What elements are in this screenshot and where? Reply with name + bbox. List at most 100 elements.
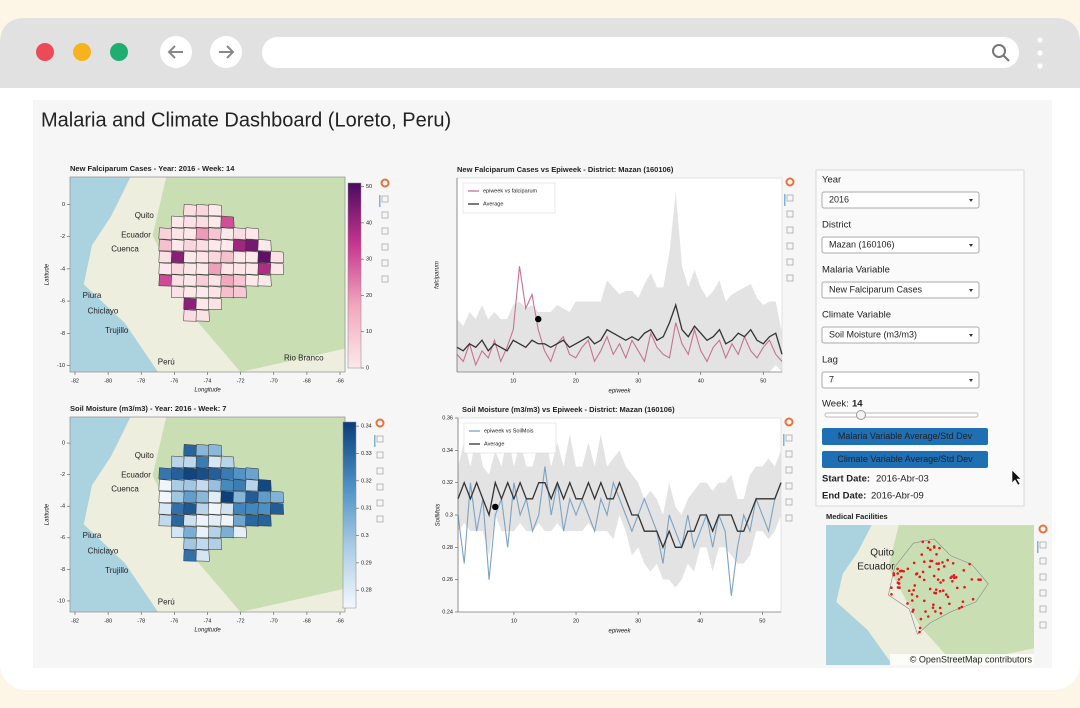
district <box>269 502 284 515</box>
x-tick-label: 50 <box>760 378 766 384</box>
facility-point <box>932 574 936 578</box>
menu-dot[interactable] <box>1037 63 1043 69</box>
toolbar-tool[interactable] <box>381 275 389 283</box>
toolbar-tool[interactable] <box>786 194 794 202</box>
district <box>170 285 185 299</box>
toolbar-tool[interactable] <box>376 515 384 523</box>
series-line <box>457 480 782 550</box>
date-value: 2016-Abr-03 <box>876 474 929 485</box>
toolbar-tool[interactable] <box>1039 589 1047 597</box>
window-minimize[interactable] <box>73 43 91 61</box>
select[interactable] <box>821 326 980 344</box>
button[interactable] <box>822 428 988 445</box>
toolbar-tool[interactable] <box>1039 605 1047 613</box>
facility-point <box>918 626 922 630</box>
toolbar-tool[interactable] <box>1039 621 1047 629</box>
toolbar-tool[interactable] <box>785 498 793 506</box>
toolbar-tool[interactable] <box>381 259 389 267</box>
select[interactable] <box>821 236 980 254</box>
facility-point <box>938 589 942 593</box>
colorbar-tick-label: 10 <box>366 329 372 335</box>
toolbar-logo[interactable] <box>784 417 794 427</box>
toolbar-tool[interactable] <box>786 226 794 234</box>
toolbar-logo[interactable] <box>785 177 795 187</box>
facility-point <box>890 592 893 596</box>
facility-point <box>915 572 919 575</box>
toolbar-tool[interactable] <box>1039 557 1047 565</box>
toolbar-tool[interactable] <box>786 274 794 282</box>
window-close[interactable] <box>36 43 54 61</box>
toolbar-tool[interactable] <box>376 499 384 507</box>
slider-handle[interactable] <box>856 410 866 420</box>
y-tick-label: -8 <box>60 567 65 573</box>
district <box>232 250 247 264</box>
button-label: Malaria Variable Average/Std Dev <box>838 431 973 441</box>
facility-point <box>912 608 915 612</box>
toolbar-tool[interactable] <box>381 243 389 251</box>
legend-label: Average <box>484 441 504 447</box>
x-tick-label: -68 <box>303 618 311 624</box>
toolbar-tool[interactable] <box>376 435 384 443</box>
toolbar-tool[interactable] <box>381 211 389 219</box>
district <box>220 479 235 492</box>
district <box>208 514 223 527</box>
district <box>208 250 223 264</box>
toolbar-tool[interactable] <box>376 483 384 491</box>
toolbar-logo[interactable] <box>375 418 385 428</box>
y-tick-label: -4 <box>60 504 65 510</box>
toolbar-logo[interactable] <box>1038 524 1048 534</box>
date-label: Start Date: <box>822 474 870 485</box>
district <box>220 502 235 515</box>
toolbar-tool[interactable] <box>785 434 793 442</box>
facility-point <box>922 599 926 603</box>
toolbar-tool[interactable] <box>381 227 389 235</box>
menu-dot[interactable] <box>1037 37 1043 43</box>
district <box>208 262 223 275</box>
place-label: Perú <box>158 597 175 606</box>
x-tick-label: 20 <box>573 378 579 384</box>
toolbar-tool[interactable] <box>381 195 389 203</box>
slider-track[interactable] <box>824 412 979 418</box>
place-label: Ecuador <box>857 562 895 573</box>
district <box>170 227 185 240</box>
select[interactable] <box>821 371 980 389</box>
toolbar-tool[interactable] <box>1039 573 1047 581</box>
district <box>220 455 235 468</box>
window-maximize[interactable] <box>110 43 128 61</box>
select[interactable] <box>821 191 980 209</box>
toolbar-tool[interactable] <box>786 242 794 250</box>
facility-point <box>971 597 975 601</box>
y-tick-label: -10 <box>57 598 65 604</box>
place-label: Perú <box>158 357 175 366</box>
toolbar-tool[interactable] <box>376 467 384 475</box>
facility-point <box>922 560 926 564</box>
colorbar-tick-label: 0.29 <box>361 560 372 566</box>
toolbar-tool[interactable] <box>376 451 384 459</box>
district <box>195 444 210 457</box>
district <box>257 490 272 504</box>
toolbar-tool[interactable] <box>786 210 794 218</box>
toolbar-tool[interactable] <box>785 450 793 458</box>
facility-point <box>961 600 965 603</box>
menu-dot[interactable] <box>1037 50 1043 56</box>
y-tick-label: -6 <box>60 535 65 541</box>
district <box>245 262 260 275</box>
button[interactable] <box>822 451 988 468</box>
district <box>208 285 223 299</box>
toolbar-tool[interactable] <box>786 258 794 266</box>
x-tick-label: 50 <box>759 618 765 624</box>
district <box>245 479 260 492</box>
select[interactable] <box>821 281 980 299</box>
x-tick-label: -66 <box>336 378 344 384</box>
facility-point <box>933 591 936 595</box>
toolbar-tool[interactable] <box>785 514 793 522</box>
toolbar-tool[interactable] <box>785 482 793 490</box>
district <box>183 274 198 287</box>
district <box>208 215 223 228</box>
facility-point <box>937 567 940 571</box>
toolbar-logo[interactable] <box>380 178 390 188</box>
facility-point <box>927 540 931 544</box>
toolbar-tool[interactable] <box>785 466 793 474</box>
address-bar[interactable] <box>262 37 1019 68</box>
toolbar-tool[interactable] <box>1039 541 1047 549</box>
